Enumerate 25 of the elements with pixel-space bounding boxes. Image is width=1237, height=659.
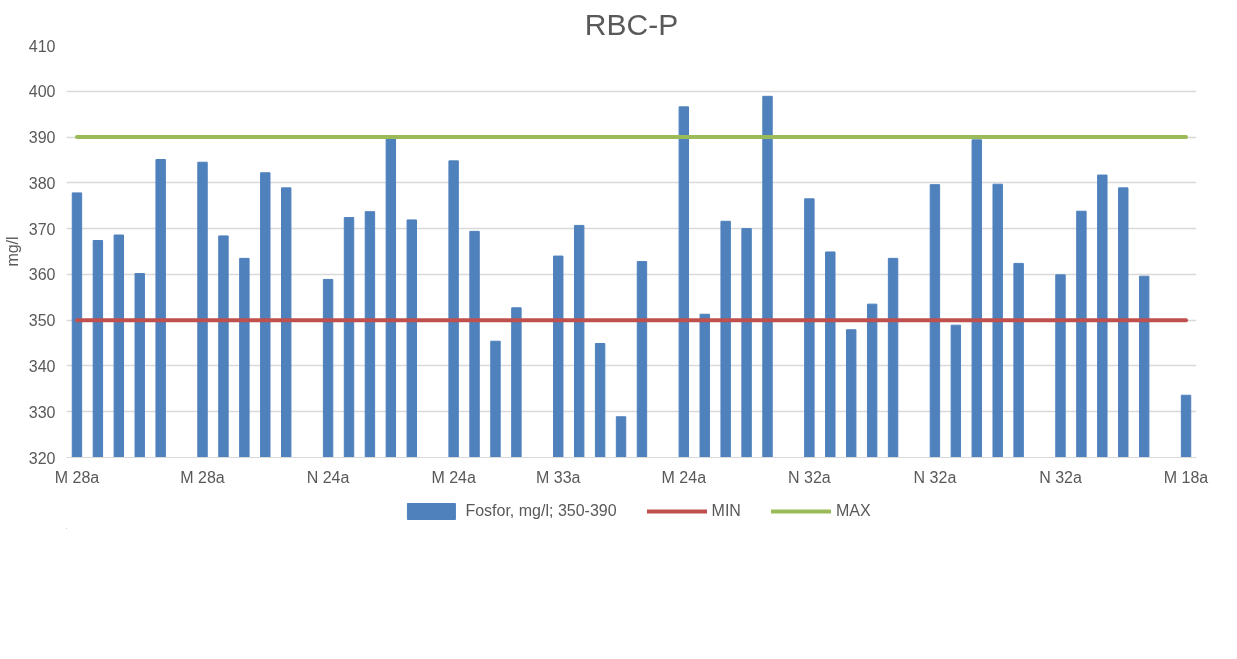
y-tick-label: 320 xyxy=(28,449,56,467)
x-tick-label: M 24a xyxy=(431,468,476,486)
legend-label: MIN xyxy=(711,501,741,520)
x-tick-label: M 24a xyxy=(661,468,707,486)
y-tick-label: 360 xyxy=(28,266,56,284)
x-tick-label: N 32a xyxy=(913,468,957,486)
y-tick-label: 400 xyxy=(28,83,56,101)
x-tick-label: M 28a xyxy=(54,468,100,486)
legend-label: MAX xyxy=(835,501,871,520)
y-tick-label: 350 xyxy=(28,312,56,330)
chart-title: RBC-P xyxy=(584,7,679,41)
x-tick-label: N 24a xyxy=(306,468,350,486)
x-tick-label: N 32a xyxy=(788,468,831,486)
y-tick-label: 370 xyxy=(28,220,56,238)
x-tick-label: M 28a xyxy=(180,468,225,486)
x-tick-label: N 32a xyxy=(1039,468,1082,486)
y-tick-label: 390 xyxy=(28,129,56,147)
y-tick-label: 380 xyxy=(28,174,56,192)
y-axis-title: mg/l xyxy=(3,236,21,267)
x-tick-label: M 18a xyxy=(1163,468,1209,486)
y-tick-label: 410 xyxy=(28,37,56,55)
y-tick-label: 340 xyxy=(28,357,56,375)
y-tick-label: 330 xyxy=(28,403,56,421)
x-tick-label: M 33a xyxy=(536,468,581,486)
legend-label: Fosfor, mg/l; 350-390 xyxy=(465,501,617,520)
